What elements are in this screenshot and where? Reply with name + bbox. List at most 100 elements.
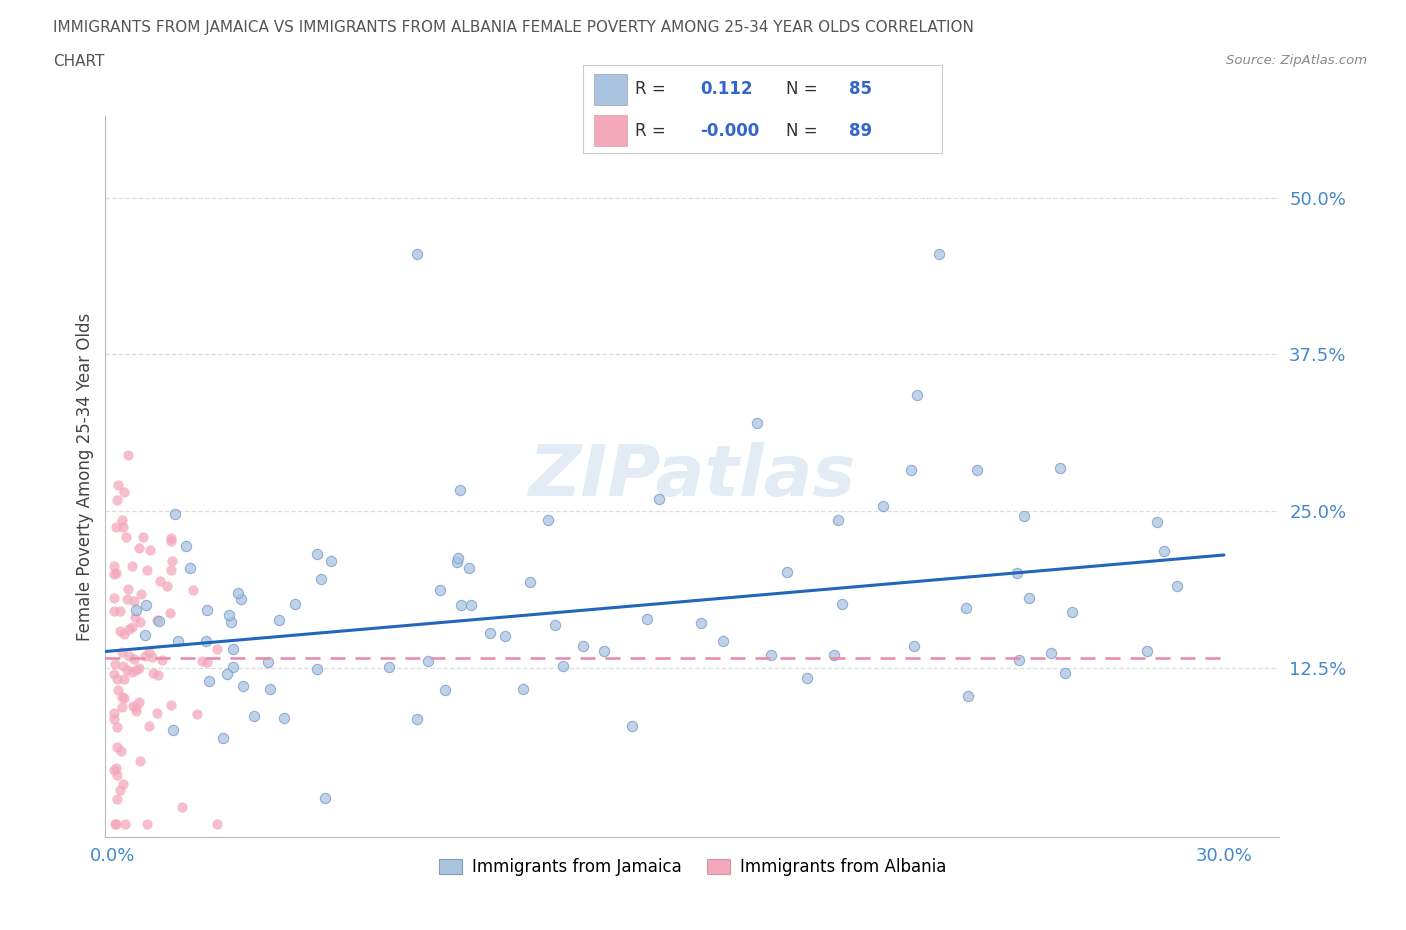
Text: ZIPatlas: ZIPatlas [529,442,856,512]
Point [112,658,135,673]
Point [104,519,127,534]
Point [104,817,127,831]
Point [232,679,254,694]
Point [105,492,128,507]
Point [104,817,127,832]
Point [125,699,148,714]
Point [479,626,502,641]
Point [215,666,238,681]
Point [405,246,427,261]
Point [115,662,138,677]
Point [198,673,221,688]
Point [212,730,235,745]
Point [284,597,307,612]
Point [111,513,134,528]
Point [194,633,217,648]
Point [1053,666,1076,681]
Point [1136,644,1159,658]
Point [226,585,249,600]
Point [647,491,669,506]
Point [115,591,138,606]
Point [136,563,159,578]
Point [108,604,131,619]
Point [160,698,183,712]
Point [1008,653,1031,668]
Point [905,387,928,402]
Point [117,447,139,462]
Point [273,711,295,725]
Point [128,754,150,769]
Point [416,653,439,668]
Point [222,659,245,674]
Point [105,671,128,686]
Point [156,578,179,593]
Point [118,621,141,636]
Point [115,530,138,545]
Point [551,658,574,673]
Point [1012,509,1035,524]
Point [105,739,128,754]
Point [125,603,148,618]
Point [114,817,136,831]
Point [955,600,977,615]
Point [1146,515,1168,530]
Point [900,462,922,477]
Point [111,644,134,659]
Text: N =: N = [786,80,823,99]
Point [205,641,228,656]
Text: CHART: CHART [53,54,105,69]
Point [141,649,163,664]
Point [620,718,643,733]
Point [118,648,141,663]
Point [259,682,281,697]
Point [831,597,853,612]
Point [903,639,925,654]
Point [928,246,950,261]
Point [460,598,482,613]
Point [128,540,150,555]
Point [218,607,240,622]
Point [305,547,328,562]
FancyBboxPatch shape [595,115,627,146]
Point [160,530,183,545]
Point [186,707,208,722]
Point [183,583,205,598]
Point [128,695,150,710]
Point [121,664,143,679]
Point [222,642,245,657]
Point [112,519,135,534]
Point [146,613,169,628]
Point [377,659,399,674]
Point [636,611,658,626]
Point [103,763,125,777]
Point [537,512,560,527]
Point [103,591,125,605]
Point [150,652,173,667]
Point [242,708,264,723]
Point [103,604,125,618]
Text: R =: R = [636,80,672,99]
Point [117,581,139,596]
Point [174,538,197,553]
Point [1166,578,1188,593]
Point [319,553,342,568]
Text: 85: 85 [849,80,872,99]
Point [107,791,129,806]
Point [129,586,152,601]
Point [138,644,160,659]
Point [121,619,143,634]
Point [162,554,184,569]
Point [429,582,451,597]
Point [823,647,845,662]
Point [572,639,595,654]
Text: 89: 89 [849,122,872,140]
Point [114,671,136,686]
Point [966,462,988,477]
Point [105,768,128,783]
Point [148,668,170,683]
Point [205,817,228,832]
Point [957,689,980,704]
Point [267,612,290,627]
Text: IMMIGRANTS FROM JAMAICA VS IMMIGRANTS FROM ALBANIA FEMALE POVERTY AMONG 25-34 YE: IMMIGRANTS FROM JAMAICA VS IMMIGRANTS FR… [53,20,974,35]
Point [146,706,169,721]
